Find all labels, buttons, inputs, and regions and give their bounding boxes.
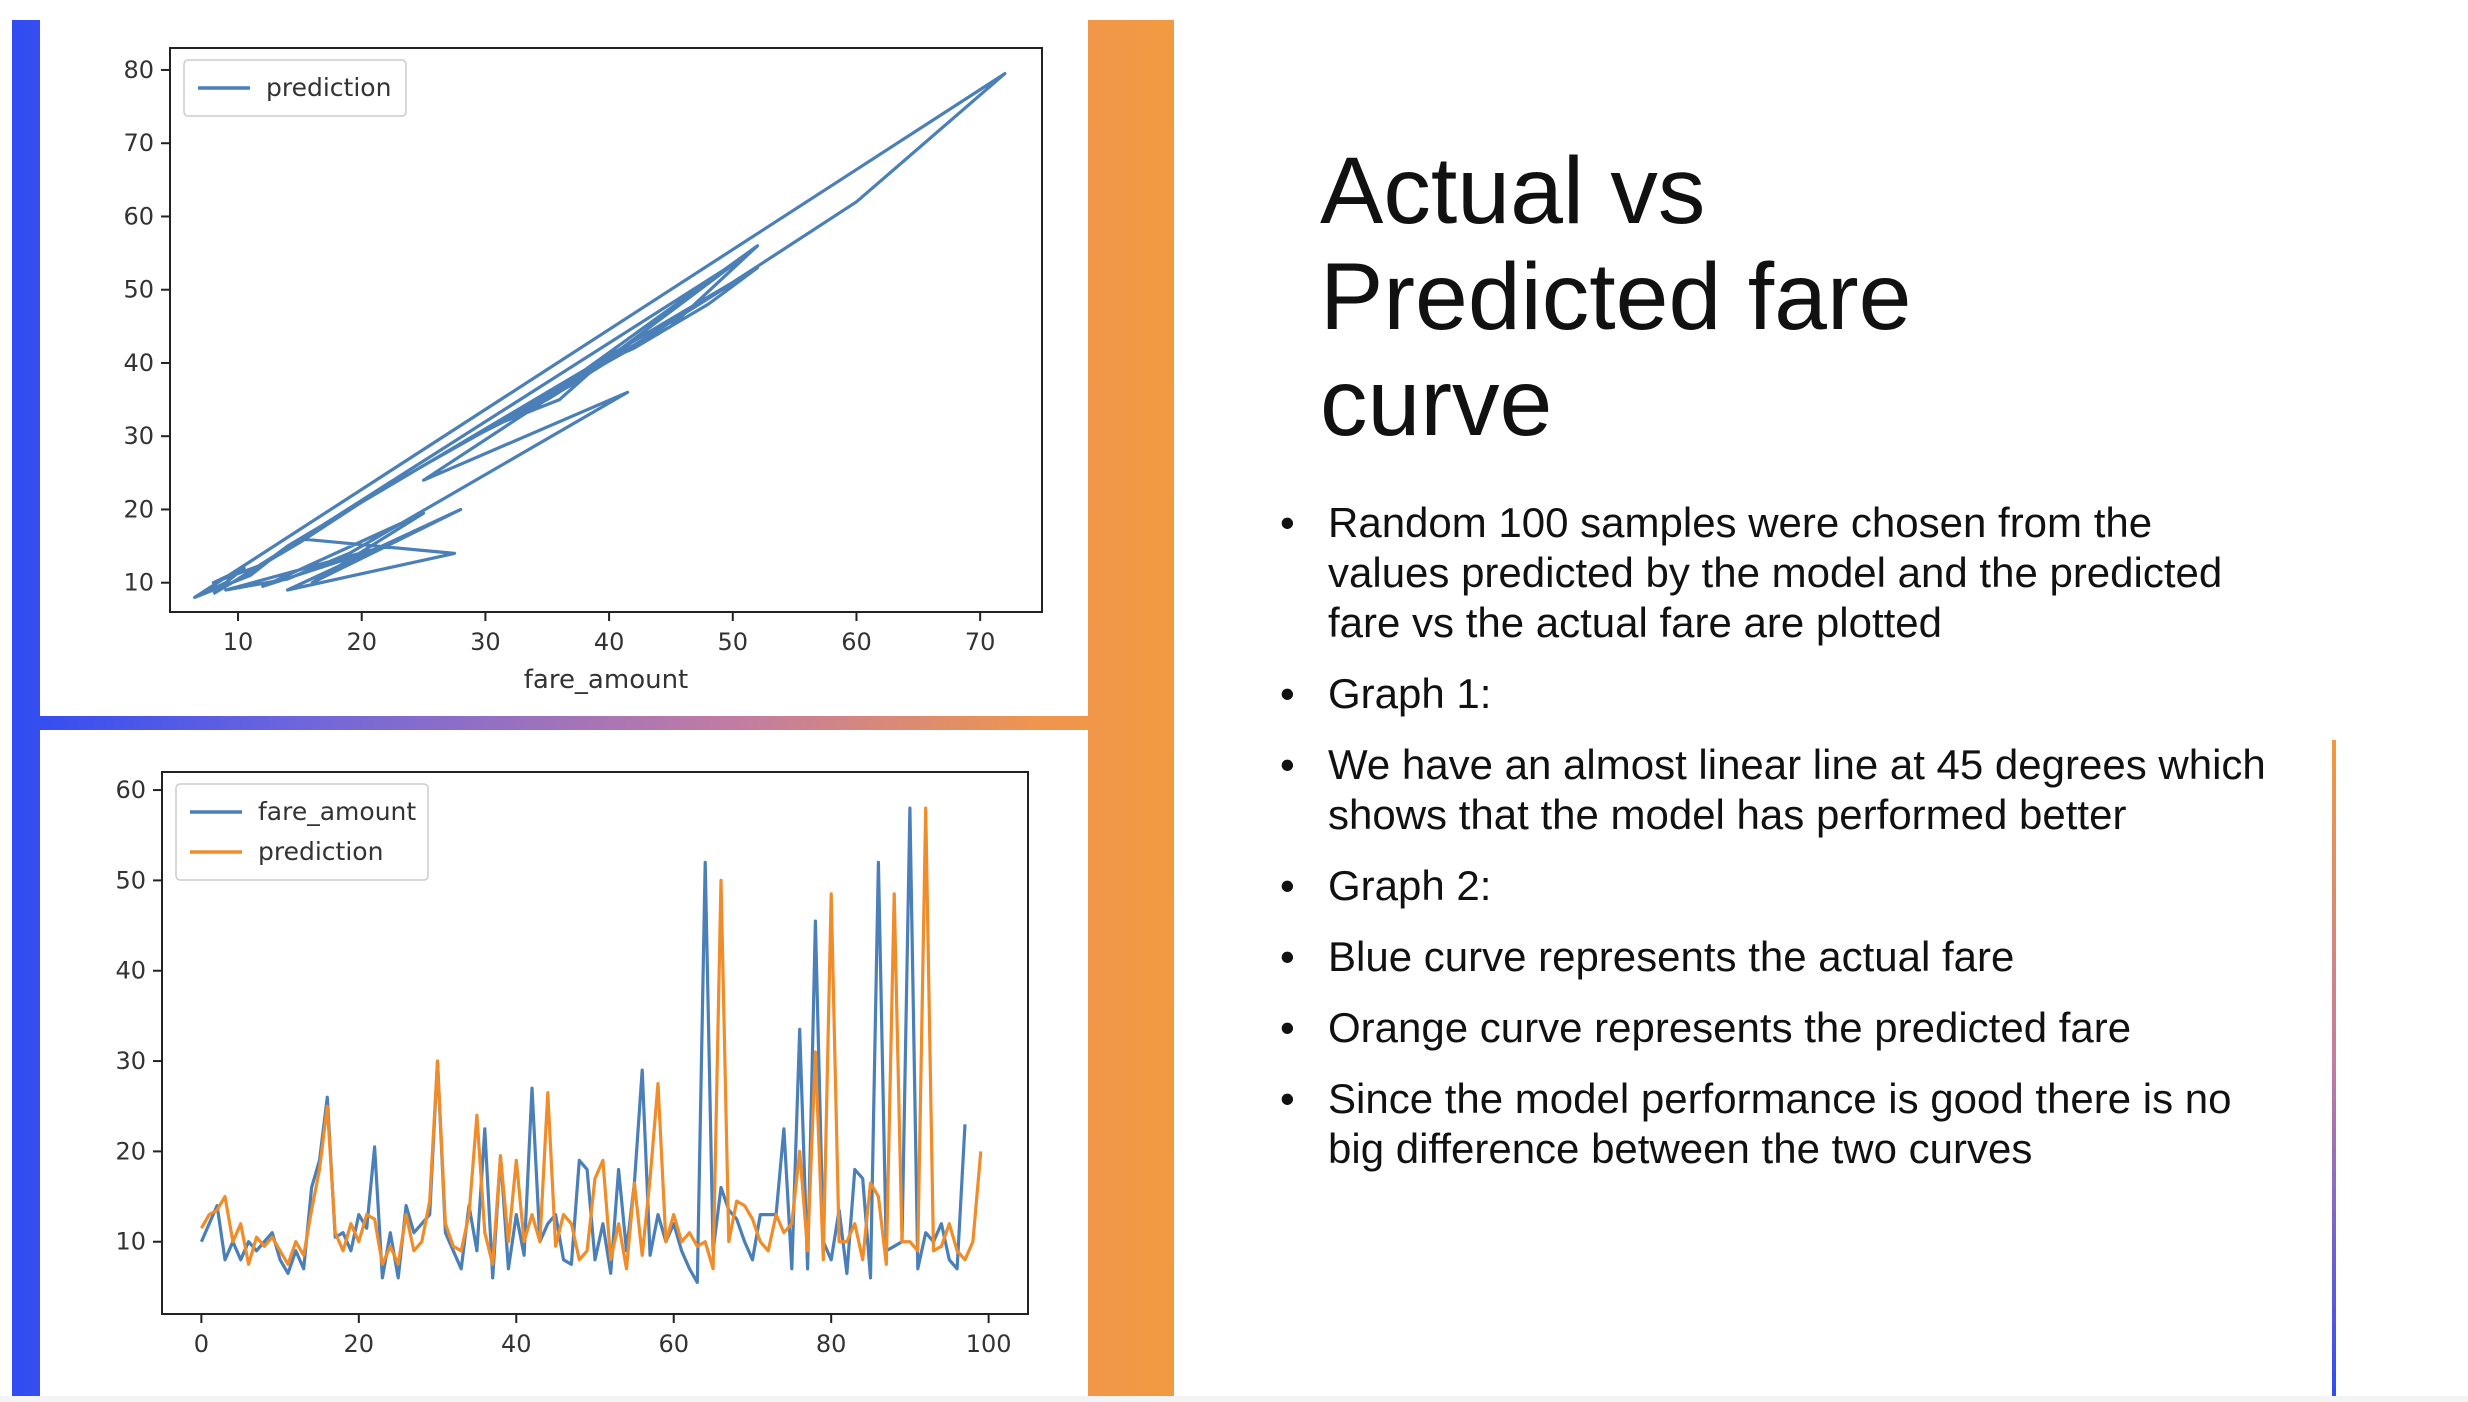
bullet-item: • Blue curve represents the actual fare	[1280, 932, 2280, 982]
x-tick-label: 20	[346, 628, 377, 656]
y-tick-label: 20	[123, 495, 154, 523]
x-tick-label: 20	[344, 1330, 375, 1358]
axes-frame	[161, 771, 1029, 1315]
bullet-dot: •	[1280, 1004, 1295, 1051]
bullet-item: • Random 100 samples were chosen from the…	[1280, 498, 2280, 648]
bullet-item: • We have an almost linear line at 45 deg…	[1280, 740, 2280, 840]
bullet-text: Orange curve represents the predicted fa…	[1328, 1004, 2132, 1051]
y-tick-label: 10	[123, 569, 154, 597]
bottom-rule	[0, 1396, 2468, 1402]
bullet-dot: •	[1280, 933, 1295, 980]
bullet-dot: •	[1280, 670, 1295, 717]
bullet-dot: •	[1280, 862, 1295, 909]
bullet-text: Since the model performance is good ther…	[1328, 1075, 2232, 1172]
title-line-1: Actual vs	[1320, 138, 1706, 244]
x-tick-label: 40	[594, 628, 625, 656]
y-tick-label: 80	[123, 56, 154, 84]
slide-title: Actual vs Predicted fare curve	[1320, 138, 2220, 456]
y-tick-label: 10	[115, 1228, 146, 1256]
bullet-text: Random 100 samples were chosen from the …	[1328, 499, 2223, 646]
bullet-dot: •	[1280, 741, 1295, 788]
x-tick-label: 40	[501, 1330, 532, 1358]
x-tick-label: 100	[966, 1330, 1012, 1358]
x-tick-label: 50	[718, 628, 749, 656]
bullet-list: • Random 100 samples were chosen from the…	[1280, 498, 2280, 1195]
legend-label: fare_amount	[258, 797, 416, 826]
axes-frame	[169, 47, 1043, 613]
bullet-item: • Graph 2:	[1280, 861, 2280, 911]
y-tick-label: 20	[115, 1137, 146, 1165]
chart1-svg: 10 20 30 40 50 60 70 10 20 30 40 50 60 70 80 fare_amoun…	[123, 47, 1043, 695]
bullet-item: • Orange curve represents the predicted f…	[1280, 1003, 2280, 1053]
chart-fare-vs-prediction: 10 20 30 40 50 60 70 10 20 30 40 50 60 70 80 fare_amoun…	[40, 20, 1088, 716]
y-tick-label: 50	[115, 866, 146, 894]
x-tick-label: 70	[965, 628, 996, 656]
accent-line	[2332, 740, 2336, 1396]
text-area: Actual vs Predicted fare curve • Random 1…	[1175, 20, 2468, 1396]
x-axis-label: fare_amount	[524, 665, 689, 695]
bullet-item: • Since the model performance is good the…	[1280, 1074, 2280, 1174]
legend-box	[183, 59, 407, 117]
x-tick-label: 10	[223, 628, 254, 656]
y-tick-label: 50	[123, 276, 154, 304]
x-tick-label: 0	[194, 1330, 209, 1358]
legend-label: prediction	[266, 73, 391, 102]
y-tick-label: 70	[123, 129, 154, 157]
bullet-item: • Graph 1:	[1280, 669, 2280, 719]
y-tick-label: 40	[115, 957, 146, 985]
x-tick-label: 80	[816, 1330, 847, 1358]
y-tick-label: 30	[123, 422, 154, 450]
bullet-text: Graph 1:	[1328, 670, 1492, 717]
bullet-text: Graph 2:	[1328, 862, 1492, 909]
title-line-2: Predicted fare	[1320, 244, 1912, 350]
x-tick-label: 60	[658, 1330, 689, 1358]
x-tick-label: 60	[841, 628, 872, 656]
y-tick-label: 30	[115, 1047, 146, 1075]
y-tick-label: 40	[123, 349, 154, 377]
x-tick-label: 30	[470, 628, 501, 656]
legend-box	[175, 783, 429, 881]
chart2-svg: 0 20 40 60 80 100 10 20 30 40 50 60 fare_amountpredi…	[115, 771, 1029, 1358]
y-tick-label: 60	[123, 202, 154, 230]
bullet-text: We have an almost linear line at 45 degr…	[1328, 741, 2266, 838]
bullet-dot: •	[1280, 499, 1295, 546]
title-line-3: curve	[1320, 350, 1553, 456]
series-line-prediction	[200, 806, 983, 1271]
bullet-dot: •	[1280, 1075, 1295, 1122]
bullet-text: Blue curve represents the actual fare	[1328, 933, 2015, 980]
y-tick-label: 60	[115, 776, 146, 804]
legend-label: prediction	[258, 837, 383, 866]
series-line-prediction	[193, 71, 1007, 600]
